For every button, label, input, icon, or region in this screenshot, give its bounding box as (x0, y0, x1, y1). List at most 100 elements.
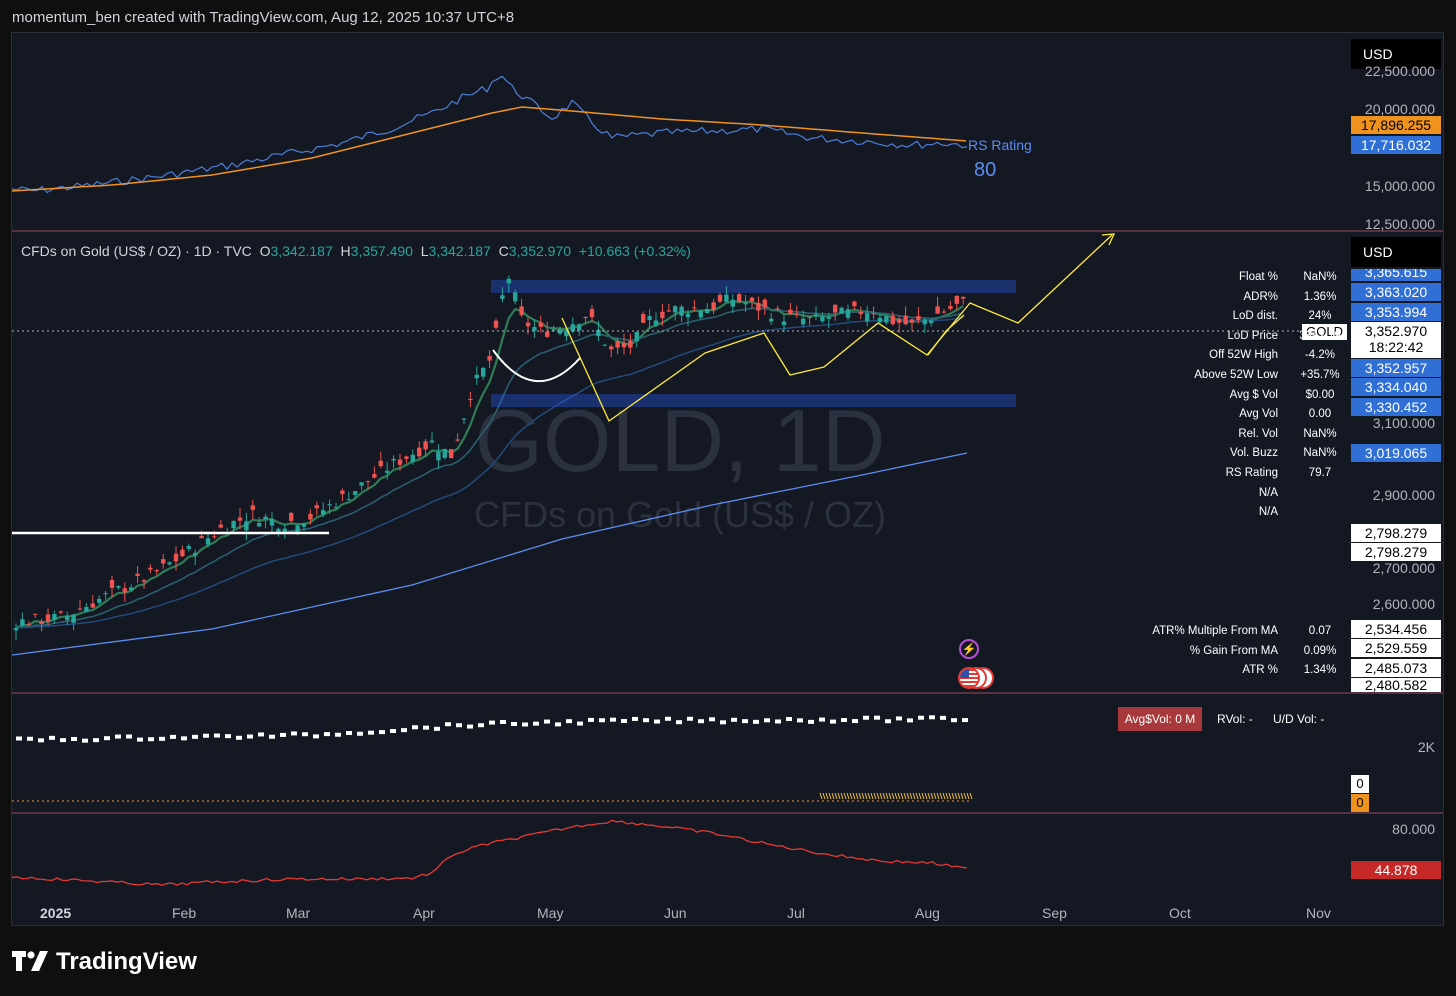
volume-hatch (840, 792, 844, 800)
price-badge: 2,529.559 (1351, 639, 1441, 657)
rs-ma-badge: 17,896.255 (1351, 116, 1441, 134)
candle-body (519, 306, 524, 316)
open-value: 3,342.187 (270, 243, 333, 259)
candle-body (218, 524, 223, 528)
price-badge: 3,365.615 (1351, 269, 1441, 281)
x-axis-label: Sep (1042, 905, 1067, 921)
us-flag-icon[interactable] (958, 667, 998, 689)
tradingview-logo-icon (12, 951, 48, 971)
volume-mark (863, 715, 869, 720)
candle-body (890, 315, 895, 325)
volume-hatch (936, 792, 940, 800)
candle-body (154, 570, 159, 572)
stats-value: 0.00 (1308, 408, 1332, 421)
volume-mark (852, 719, 858, 724)
stats-key: % Gain From MA (1189, 644, 1278, 657)
volume-mark (335, 732, 341, 737)
volume-mark (170, 734, 176, 739)
candle-body (756, 302, 761, 311)
stats-value: +35.7% (1300, 368, 1340, 381)
stats-row: Avg Vol 0.00 (1142, 408, 1350, 428)
ma200-line (12, 452, 968, 656)
currency-button-rs[interactable]: USD (1351, 39, 1441, 69)
volume-mark (269, 734, 275, 739)
candle-body (634, 332, 639, 342)
candle-body (525, 322, 531, 327)
volume-mark (555, 722, 561, 727)
candle-body (845, 309, 851, 318)
volume-hatch (891, 792, 895, 800)
x-axis-label: Jun (664, 905, 687, 921)
lightning-icon[interactable]: ⚡ (959, 639, 979, 659)
candle-body (551, 329, 556, 331)
volume-mark (764, 718, 770, 723)
candle-body (589, 308, 595, 318)
candle-body (813, 314, 819, 316)
symbol-legend[interactable]: CFDs on Gold (US$ / OZ) · 1D · TVC O3,34… (21, 243, 691, 259)
volume-mark (918, 715, 924, 720)
volume-mark (588, 717, 594, 722)
volume-mark (401, 728, 407, 733)
x-axis-label: Feb (172, 905, 197, 921)
volume-hatch (861, 792, 865, 800)
candle-body (583, 317, 588, 319)
stats-key: Vol. Buzz (1230, 447, 1278, 460)
stats-value: $0.00 (1305, 388, 1335, 401)
stats-key: ATR% Multiple From MA (1152, 625, 1278, 637)
volume-hatch (858, 792, 862, 800)
stats-value: NaN% (1303, 271, 1337, 283)
symbol-name[interactable]: CFDs on Gold (US$ / OZ) · 1D · TVC (21, 243, 252, 259)
volume-mark (478, 723, 484, 728)
volume-mark (907, 718, 913, 723)
candle-body (257, 523, 262, 527)
volume-mark (60, 738, 66, 743)
x-axis-label: Aug (915, 905, 940, 921)
volume-hatch (873, 792, 877, 800)
x-axis-label: Jul (787, 905, 805, 921)
candle-body (167, 562, 172, 565)
volume-mark (181, 736, 187, 741)
chart-frame[interactable]: GOLD, 1D CFDs on Gold (US$ / OZ) USD 22,5… (11, 32, 1444, 926)
volume-mark (566, 719, 572, 724)
volume-hatch (855, 792, 859, 800)
price-badge: 2,480.582 (1351, 678, 1441, 692)
candle-body (263, 516, 268, 519)
volume-mark (115, 734, 121, 739)
price-badge: 3,019.065 (1351, 444, 1441, 462)
candle-body (935, 306, 940, 314)
low-value: 3,342.187 (428, 243, 491, 259)
stats-value: 0.07 (1308, 625, 1332, 637)
volume-hatch (894, 792, 898, 800)
price-badge: 2,534.456 (1351, 620, 1441, 638)
volume-hatch (870, 792, 874, 800)
stats-value: 0.09% (1303, 644, 1337, 657)
volume-mark (731, 717, 737, 722)
volume-hatch (882, 792, 886, 800)
volume-hatch (933, 792, 937, 800)
candle-body (871, 313, 876, 315)
support-zone (491, 394, 1016, 407)
change-value: +10.663 (+0.32%) (578, 243, 691, 259)
currency-button-main[interactable]: USD (1351, 237, 1441, 267)
rsi-axis-label: 80.000 (1392, 821, 1435, 837)
volume-mark (962, 718, 968, 723)
volume-mark (16, 736, 22, 741)
volume-hatch (969, 792, 973, 800)
price-badge: 3,352.957 (1351, 359, 1441, 377)
candle-body (410, 454, 415, 463)
stats-value: 1.36% (1303, 290, 1337, 303)
candle-body (109, 579, 115, 588)
stats-row: Rel. Vol NaN% (1142, 428, 1350, 448)
x-axis-label: Oct (1169, 905, 1191, 921)
candle-body (340, 490, 345, 495)
candle-body (244, 521, 249, 531)
avg-dollar-volume-badge: Avg$Vol: 0 M (1118, 707, 1202, 731)
rs-axis-label: 20,000.000 (1364, 101, 1435, 117)
candle-body (500, 295, 505, 299)
volume-hatch (951, 792, 955, 800)
candle-body (909, 319, 915, 323)
candle-body (417, 447, 422, 457)
volume-hatch (885, 792, 889, 800)
ema-short-line (15, 300, 964, 630)
